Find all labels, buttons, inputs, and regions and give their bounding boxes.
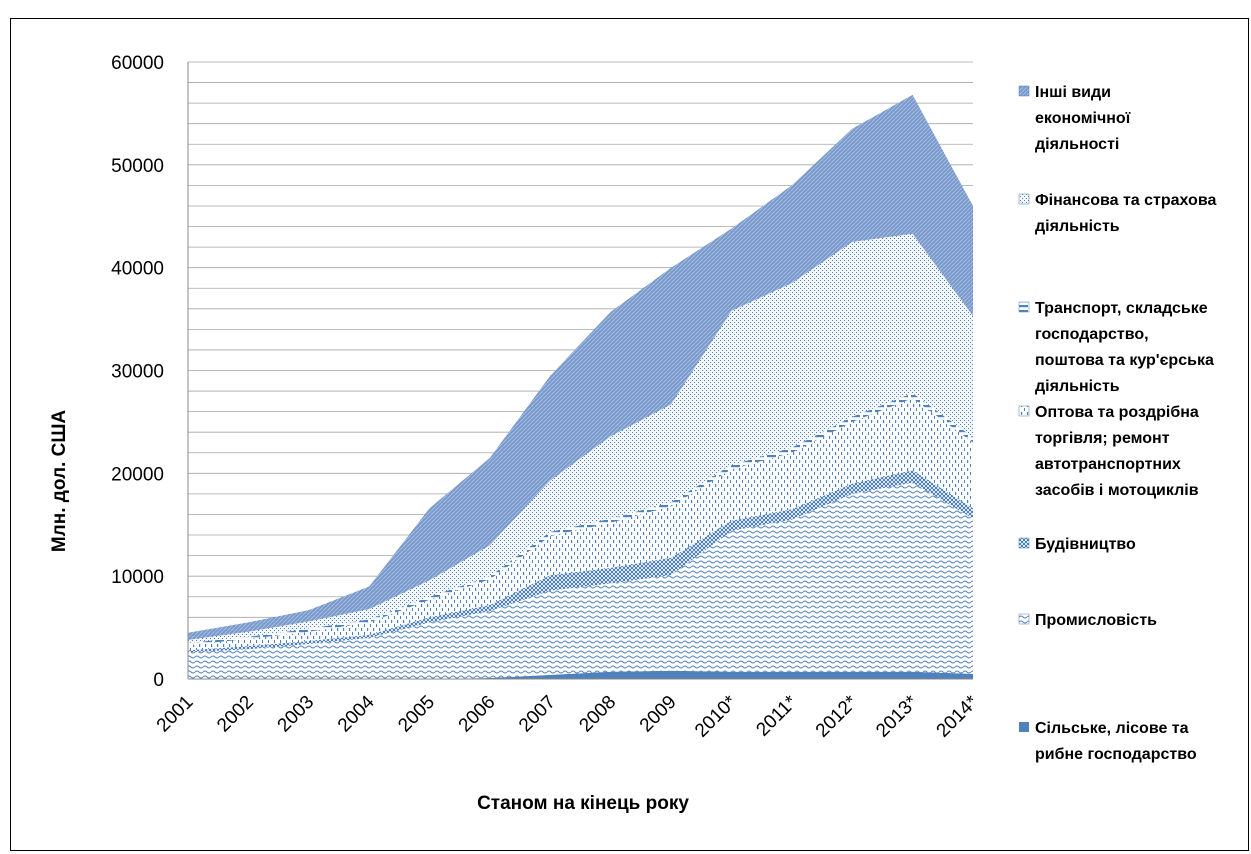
- legend-swatch: [1018, 613, 1030, 625]
- stacked-area-chart: 0 10000 20000 30000 40000 50000 60000 2001 2002…: [49, 53, 1221, 814]
- legend-swatch: [1018, 193, 1030, 205]
- area-series-6: [188, 233, 973, 643]
- x-tick-label: 2005: [394, 692, 439, 737]
- x-tick-label: 2003: [274, 692, 319, 737]
- x-axis-title: Станом на кінець року: [477, 793, 689, 814]
- area-series-4: [188, 398, 973, 651]
- area-series-5: [188, 393, 973, 646]
- legend-swatch: [1018, 405, 1030, 417]
- y-tick-label: 20000: [111, 464, 164, 485]
- x-tick-label: 2014*: [933, 691, 983, 741]
- chart-frame: 0 10000 20000 30000 40000 50000 60000 2001 2002…: [10, 18, 1249, 851]
- y-tick-labels: 0 10000 20000 30000 40000 50000 60000: [111, 53, 164, 691]
- legend-label: Транспорт, складське господарство, пошто…: [1035, 300, 1218, 395]
- legend-swatch: [1019, 722, 1029, 732]
- legend-label: Сільське, лісове та рибне господарство: [1035, 720, 1197, 763]
- legend: Інші види економічної діяльності Фінансов…: [1018, 84, 1221, 763]
- y-axis-title: Млн. дол. США: [49, 410, 70, 553]
- x-tick-label: 2006: [455, 692, 500, 737]
- y-tick-label: 50000: [111, 156, 164, 177]
- x-tick-label: 2010*: [691, 691, 741, 741]
- x-tick-label: 2001: [153, 692, 198, 737]
- y-tick-label: 60000: [111, 53, 164, 74]
- x-tick-label: 2004: [334, 691, 379, 736]
- legend-label: Оптова та роздрібна торгівля; ремонт авт…: [1035, 404, 1203, 499]
- x-tick-label: 2002: [213, 692, 258, 737]
- axes: [187, 62, 973, 680]
- area-series-1: [188, 670, 973, 679]
- legend-label: Будівництво: [1035, 536, 1136, 553]
- legend-label: Інші види економічної діяльності: [1035, 84, 1135, 153]
- legend-swatch: [1018, 301, 1030, 313]
- x-tick-label: 2013*: [872, 691, 922, 741]
- y-tick-label: 0: [153, 670, 164, 691]
- y-tick-label: 30000: [111, 362, 164, 383]
- x-tick-label: 2009: [636, 692, 681, 737]
- y-tick-label: 40000: [111, 259, 164, 280]
- legend-label: Промисловість: [1035, 612, 1157, 629]
- x-tick-label: 2007: [515, 692, 560, 737]
- series-areas: [188, 94, 973, 679]
- area-series-7: [188, 94, 973, 640]
- legend-label: Фінансова та страхова діяльність: [1035, 192, 1221, 235]
- y-tick-label: 10000: [111, 567, 164, 588]
- area-series-2: [188, 482, 973, 679]
- x-tick-label: 2008: [575, 692, 620, 737]
- legend-swatch: [1018, 85, 1030, 97]
- x-tick-label: 2011*: [752, 691, 801, 740]
- legend-swatch: [1018, 537, 1030, 549]
- area-series-3: [188, 470, 973, 653]
- x-tick-label: 2012*: [812, 691, 862, 741]
- x-tick-labels: 2001 2002 2003 2004 2005 2006 2007 2008 2009 2010…: [153, 691, 983, 741]
